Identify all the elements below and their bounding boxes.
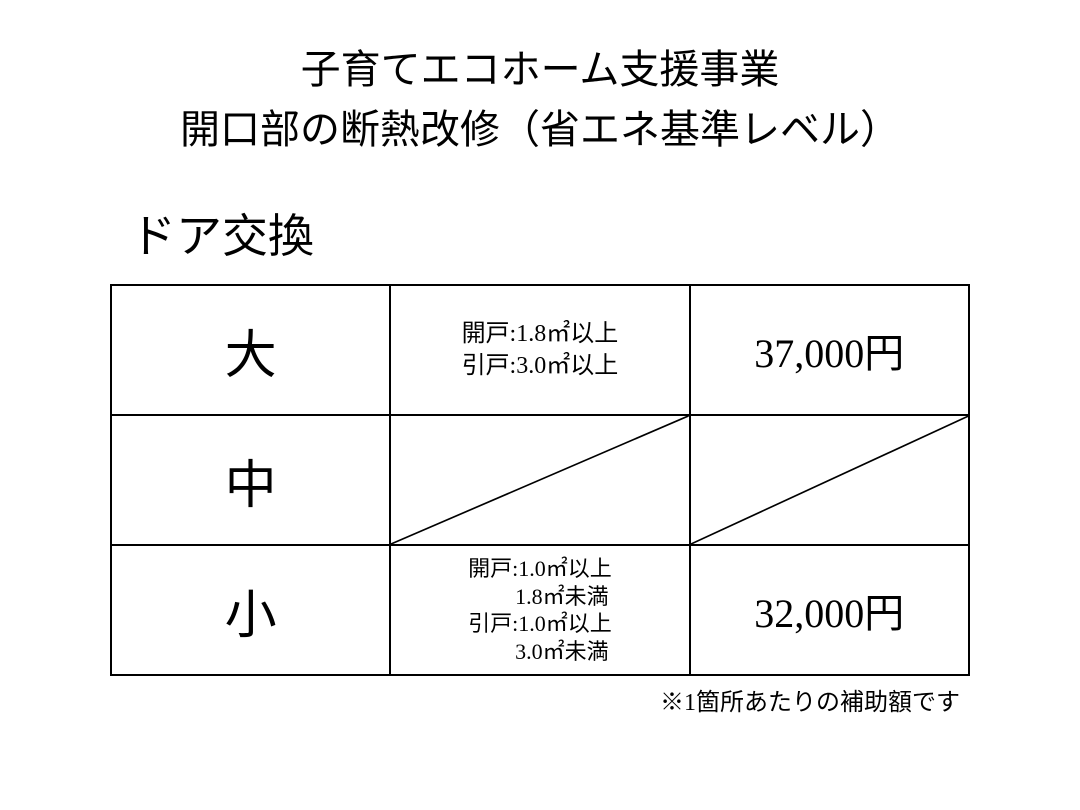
spec-cell: 開戸:1.8㎡以上 引戸:3.0㎡以上 [390,285,689,415]
table-row: 大 開戸:1.8㎡以上 引戸:3.0㎡以上 37,000円 [111,285,969,415]
title-line-1: 子育てエコホーム支援事業 [0,40,1080,100]
price-label: 32,000円 [691,581,968,639]
size-cell: 小 [111,545,390,675]
size-label: 小 [112,573,389,648]
size-cell: 大 [111,285,390,415]
table-row: 小 開戸:1.0㎡以上 1.8㎡未満 引戸:1.0㎡以上 3.0㎡未満 32,0… [111,545,969,675]
price-label: 37,000円 [691,321,968,379]
footnote: ※1箇所あたりの補助額です [0,682,960,717]
diagonal-icon [391,416,688,544]
title-line-2: 開口部の断熱改修（省エネ基準レベル） [0,100,1080,160]
section-label: ドア交換 [130,200,1080,266]
spec-cell: 開戸:1.0㎡以上 1.8㎡未満 引戸:1.0㎡以上 3.0㎡未満 [390,545,689,675]
table-row: 中 [111,415,969,545]
spec-text: 開戸:1.8㎡以上 引戸:3.0㎡以上 [391,318,688,383]
diagonal-icon [691,416,968,544]
price-cell: 32,000円 [690,545,969,675]
size-cell: 中 [111,415,390,545]
size-label: 大 [112,313,389,388]
size-label: 中 [112,443,389,518]
subsidy-table: 大 開戸:1.8㎡以上 引戸:3.0㎡以上 37,000円 中 小 [110,284,970,676]
spec-cell-empty [390,415,689,545]
spec-text: 開戸:1.0㎡以上 1.8㎡未満 引戸:1.0㎡以上 3.0㎡未満 [391,555,688,665]
title-block: 子育てエコホーム支援事業 開口部の断熱改修（省エネ基準レベル） [0,40,1080,160]
price-cell-empty [690,415,969,545]
price-cell: 37,000円 [690,285,969,415]
